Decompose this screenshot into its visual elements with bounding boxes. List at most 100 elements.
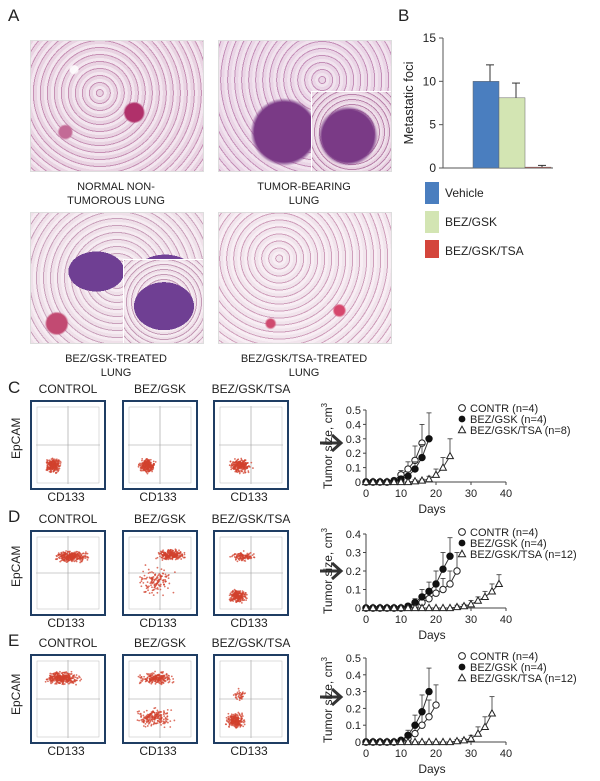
data-point xyxy=(452,736,462,745)
data-point xyxy=(473,728,483,737)
data-point xyxy=(466,734,476,742)
tumor-growth-chart-c: 0 0.1 0.2 0.3 0.4 0.5 0 10 20 30 40 Days Tumor size,… xyxy=(320,402,571,516)
flow-ylabel-epcam: EpCAM xyxy=(9,417,23,459)
data-point xyxy=(368,737,378,746)
legend-label: BEZ/GSK/TSA xyxy=(445,244,524,258)
data-point xyxy=(425,435,433,443)
flow-xlabel-cd133: CD133 xyxy=(47,616,85,630)
data-point xyxy=(361,603,371,612)
x-tick-label: 30 xyxy=(465,488,477,500)
y-tick-label: 15 xyxy=(423,31,437,45)
data-point xyxy=(382,737,392,746)
data-point xyxy=(410,603,420,612)
data-point xyxy=(432,701,440,709)
x-tick-label: 10 xyxy=(395,614,407,626)
arrow-right-icon xyxy=(320,433,344,453)
y-tick-label: 0.1 xyxy=(346,585,361,597)
legend-marker xyxy=(457,549,467,558)
data-point xyxy=(439,565,447,573)
caption-line: LUNG xyxy=(288,367,320,379)
data-point xyxy=(396,603,406,612)
data-point xyxy=(375,603,385,612)
y-axis-label: Tumor size, cm3 xyxy=(320,656,335,743)
x-tick-label: 10 xyxy=(395,488,407,500)
y-tick-label: 0.1 xyxy=(346,463,361,475)
legend-label: CONTR (n=4) xyxy=(470,527,538,539)
flow-xlabel-cd133: CD133 xyxy=(139,490,177,504)
histology-normal-lung xyxy=(30,40,204,172)
bar xyxy=(498,97,526,169)
tumor-growth-chart-d: 0 0.1 0.2 0.3 0.4 0 10 20 30 40 Days Tumor size, cm… xyxy=(320,527,577,642)
flow-xlabel-cd133: CD133 xyxy=(47,744,85,758)
y-tick-label: 0.2 xyxy=(346,703,361,715)
data-point xyxy=(424,474,434,483)
histology-bez-gsk-lung xyxy=(30,212,204,344)
data-point xyxy=(404,465,412,473)
bar xyxy=(472,81,500,169)
data-point xyxy=(425,587,433,596)
data-point xyxy=(418,721,426,729)
data-point xyxy=(418,708,426,716)
caption-line: TUMOR-BEARING xyxy=(257,181,351,193)
data-point xyxy=(361,737,371,746)
flow-xlabel-cd133: CD133 xyxy=(230,744,268,758)
flow-cytometry-plot xyxy=(122,654,198,744)
data-point xyxy=(446,552,454,560)
data-point xyxy=(432,580,440,588)
x-tick-label: 40 xyxy=(500,614,512,626)
data-point xyxy=(424,603,434,612)
data-point xyxy=(431,737,441,746)
data-point xyxy=(446,580,454,588)
y-tick-label: 0.3 xyxy=(346,434,361,446)
legend-label: BEZ/GSK/TSA (n=8) xyxy=(470,425,571,437)
legend-label: CONTR (n=4) xyxy=(470,651,538,663)
data-point xyxy=(411,465,419,473)
data-point xyxy=(438,603,448,612)
y-tick-label: 0 xyxy=(355,477,361,489)
data-point xyxy=(480,592,490,600)
caption-line: TUMOROUS LUNG xyxy=(67,195,165,207)
data-point xyxy=(389,477,399,486)
flow-xlabel-cd133: CD133 xyxy=(139,616,177,630)
y-axis-label: Metastatic foci xyxy=(401,61,416,144)
x-axis-label: Days xyxy=(418,628,445,642)
caption-bez-gsk-tsa-lung: BEZ/GSK/TSA-TREATED LUNG xyxy=(212,352,396,380)
data-point xyxy=(445,451,455,460)
histology-inset xyxy=(311,91,391,171)
x-tick-label: 20 xyxy=(430,748,442,760)
data-point xyxy=(425,687,433,696)
data-point xyxy=(439,585,447,594)
flow-title: BEZ/GSK/TSA xyxy=(211,512,291,526)
data-point xyxy=(361,477,371,486)
flow-cytometry-plot xyxy=(213,400,289,490)
y-tick-label: 10 xyxy=(423,74,437,88)
y-tick-label: 0 xyxy=(355,737,361,749)
data-point xyxy=(417,737,427,746)
flow-cytometry-plot xyxy=(30,400,106,490)
flow-cytometry-plot xyxy=(213,530,289,616)
flow-cytometry-plot xyxy=(30,654,106,744)
arrow-right-icon xyxy=(320,687,344,707)
legend-marker xyxy=(458,652,466,660)
legend-marker xyxy=(458,539,466,547)
legend-label: BEZ/GSK/TSA (n=12) xyxy=(470,673,577,685)
series-line xyxy=(366,691,430,743)
panel-a-letter: A xyxy=(8,6,20,25)
data-point xyxy=(445,737,455,746)
y-tick-label: 0 xyxy=(355,603,361,615)
caption-line: BEZ/GSK/TSA-TREATED xyxy=(240,353,368,365)
data-point xyxy=(480,722,490,730)
data-point xyxy=(417,475,427,484)
data-point xyxy=(396,737,406,746)
x-tick-label: 40 xyxy=(500,748,512,760)
data-point xyxy=(389,603,399,612)
y-tick-label: 0.5 xyxy=(346,653,361,665)
data-point xyxy=(375,477,385,486)
data-point xyxy=(382,603,392,612)
data-point xyxy=(431,603,441,612)
flow-title: BEZ/GSK xyxy=(133,636,186,650)
y-tick-label: 0.2 xyxy=(346,448,361,460)
histology-inset xyxy=(123,259,203,343)
x-tick-label: 0 xyxy=(363,748,369,760)
legend-label: BEZ/GSK xyxy=(445,215,497,229)
